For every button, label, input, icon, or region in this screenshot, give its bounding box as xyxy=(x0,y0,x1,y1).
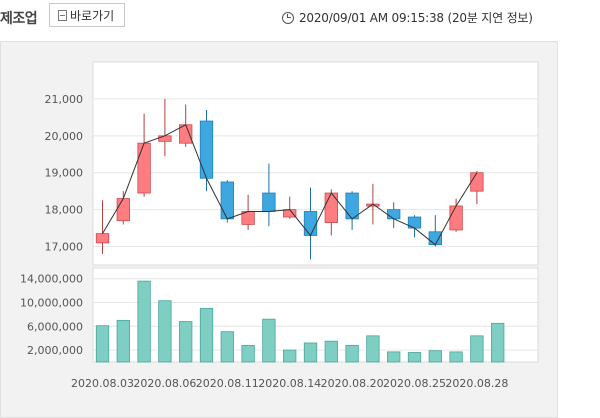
x-tick-label: 2020.08.03 xyxy=(71,377,134,390)
candle-body xyxy=(303,211,318,236)
volume-bar xyxy=(262,318,276,363)
x-tick-label: 2020.08.06 xyxy=(133,377,196,390)
volume-bar xyxy=(387,351,401,363)
candle-body xyxy=(428,231,442,246)
clock-icon xyxy=(282,11,294,24)
volume-bar xyxy=(470,335,484,363)
timestamp-text: 2020/09/01 AM 09:15:38 (20분 지연 정보) xyxy=(299,11,533,25)
volume-bar xyxy=(324,340,338,363)
volume-bar xyxy=(179,321,193,363)
price-tick-label: 21,000 xyxy=(45,93,84,106)
volume-bar xyxy=(158,300,172,363)
shortcut-icon xyxy=(58,9,67,21)
volume-bar xyxy=(199,308,214,363)
candle-body xyxy=(220,181,234,220)
volume-bar xyxy=(303,342,318,363)
x-tick-label: 2020.08.11 xyxy=(196,377,259,390)
volume-bar xyxy=(116,319,130,363)
volume-bar xyxy=(241,344,255,363)
volume-bar xyxy=(95,325,110,363)
shortcut-label: 바로가기 xyxy=(70,8,115,23)
x-tick-label: 2020.08.25 xyxy=(383,377,446,390)
volume-tick-label: 14,000,000 xyxy=(20,273,83,286)
candle-body xyxy=(199,120,214,179)
price-tick-label: 19,000 xyxy=(45,167,84,180)
volume-tick-label: 6,000,000 xyxy=(27,320,83,333)
candle-body xyxy=(470,172,484,192)
candle-body xyxy=(345,192,359,220)
candle-body xyxy=(387,209,401,220)
candle-body xyxy=(158,135,172,142)
volume-bar xyxy=(428,350,442,363)
volume-bar xyxy=(220,331,234,363)
candle-body xyxy=(137,142,151,194)
volume-bar xyxy=(407,352,422,363)
volume-bar xyxy=(491,322,505,363)
volume-bar xyxy=(345,344,359,363)
volume-bar xyxy=(449,351,463,363)
x-tick-label: 2020.08.20 xyxy=(321,377,384,390)
candle-body xyxy=(95,233,110,244)
volume-bar xyxy=(366,335,380,363)
volume-bar xyxy=(137,280,151,363)
price-tick-label: 20,000 xyxy=(45,130,84,143)
candle-body xyxy=(262,192,276,212)
price-tick-label: 18,000 xyxy=(45,204,84,217)
candle-body xyxy=(283,209,297,218)
volume-tick-label: 10,000,000 xyxy=(20,297,83,310)
timestamp: 2020/09/01 AM 09:15:38 (20분 지연 정보) xyxy=(282,9,533,26)
header: 제조업 바로가기 2020/09/01 AM 09:15:38 (20분 지연 … xyxy=(0,0,600,36)
shortcut-button[interactable]: 바로가기 xyxy=(49,3,126,27)
candle-body xyxy=(449,205,463,231)
close-price-line xyxy=(102,124,478,246)
x-tick-label: 2020.08.14 xyxy=(258,377,321,390)
x-tick-label: 2020.08.28 xyxy=(445,377,508,390)
candle-body xyxy=(116,198,130,222)
candle-body xyxy=(324,192,338,223)
volume-tick-label: 2,000,000 xyxy=(27,344,83,357)
category-title: 제조업 xyxy=(0,11,38,27)
volume-bar xyxy=(283,349,297,363)
price-tick-label: 17,000 xyxy=(45,241,84,254)
